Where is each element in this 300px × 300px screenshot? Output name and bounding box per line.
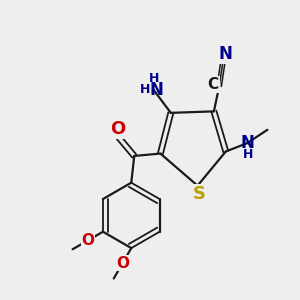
Text: N: N [218, 45, 232, 63]
Text: N: N [241, 134, 255, 152]
Text: O: O [110, 120, 125, 138]
Text: H: H [140, 83, 150, 96]
Text: H: H [243, 148, 253, 161]
Text: C: C [208, 77, 219, 92]
Text: N: N [149, 81, 163, 99]
Text: S: S [193, 185, 206, 203]
Text: H: H [149, 72, 159, 85]
Text: O: O [82, 233, 94, 248]
Text: O: O [116, 256, 129, 271]
